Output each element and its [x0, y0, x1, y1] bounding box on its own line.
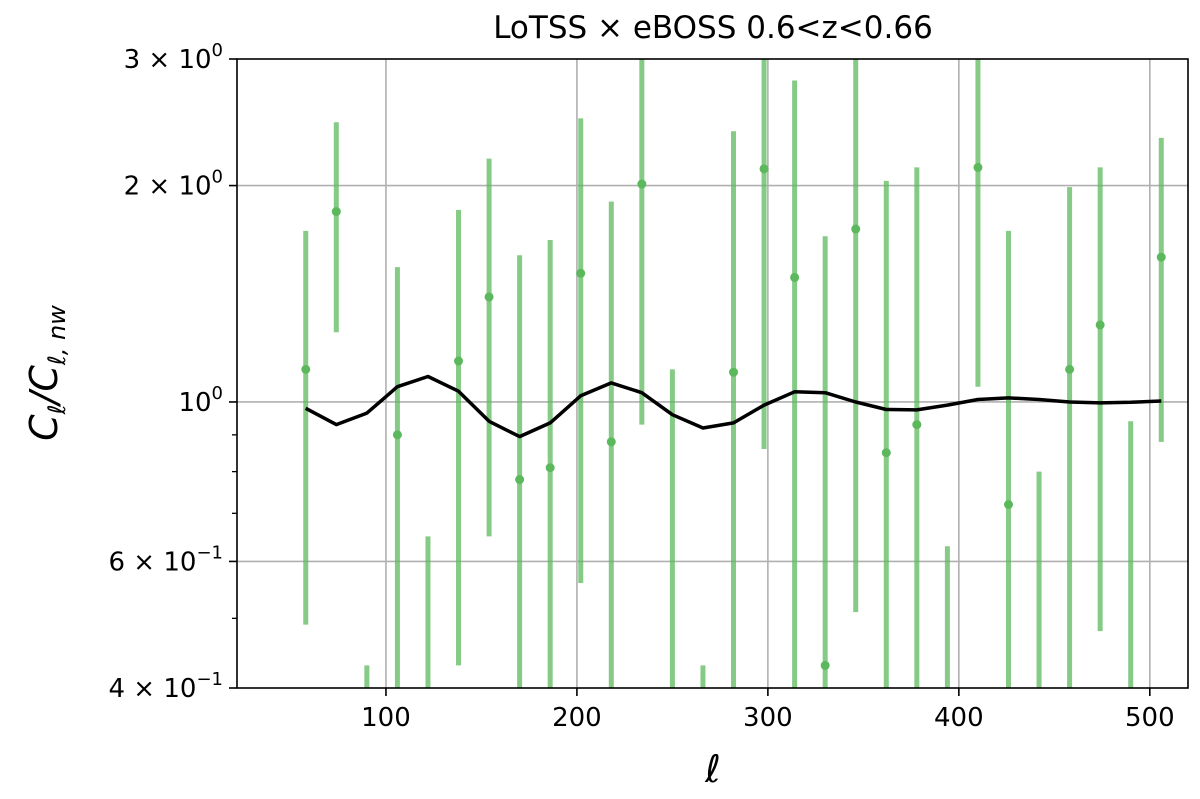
data-point: [576, 268, 586, 278]
data-point: [912, 420, 922, 430]
y-axis-label-text: Cℓ/Cℓ, nw: [22, 305, 71, 441]
data-point: [973, 162, 983, 172]
x-tick-label: 200: [552, 703, 602, 733]
x-axis: 100 200 300 400 500: [361, 688, 1175, 733]
ratio-line: [304, 374, 1162, 439]
data-point: [1065, 364, 1075, 374]
data-point: [392, 430, 402, 440]
data-point: [331, 207, 341, 217]
x-tick-label: 500: [1125, 703, 1175, 733]
x-tick-label: 100: [361, 703, 411, 733]
x-axis-label-text: ℓ: [704, 747, 721, 791]
data-point: [545, 463, 555, 473]
data-point: [606, 437, 616, 447]
y-tick-label: 4 × 10−1: [109, 669, 224, 704]
errorbar-series: [301, 59, 1166, 688]
y-axis: 3 × 100 2 × 100 100 6 × 10−1 4 × 10−1: [109, 40, 237, 704]
data-point: [820, 660, 830, 670]
data-point: [881, 448, 891, 458]
ratio-line-series: [304, 374, 1162, 439]
y-tick-label: 6 × 10−1: [109, 542, 224, 577]
y-axis-label: Cℓ/Cℓ, nw: [22, 305, 71, 441]
data-point: [484, 292, 494, 302]
data-point: [759, 164, 769, 174]
plot-frame: [236, 58, 1189, 689]
data-point: [790, 272, 800, 282]
data-point: [515, 475, 525, 485]
data-point: [637, 179, 647, 189]
y-tick-label: 100: [178, 383, 223, 418]
x-axis-label: ℓ: [704, 747, 721, 791]
data-point: [454, 356, 464, 366]
y-tick-label: 2 × 100: [124, 167, 223, 202]
x-tick-label: 400: [934, 703, 984, 733]
data-point: [1003, 500, 1013, 510]
data-point: [729, 367, 739, 377]
y-tick-label: 3 × 100: [124, 40, 223, 75]
chart-title: LoTSS × eBOSS 0.6<z<0.66: [493, 10, 933, 46]
data-point: [1156, 252, 1166, 262]
data-point: [1095, 320, 1105, 330]
data-point: [851, 224, 861, 234]
data-point: [301, 364, 311, 374]
grid: [237, 59, 1188, 688]
x-tick-label: 300: [743, 703, 793, 733]
